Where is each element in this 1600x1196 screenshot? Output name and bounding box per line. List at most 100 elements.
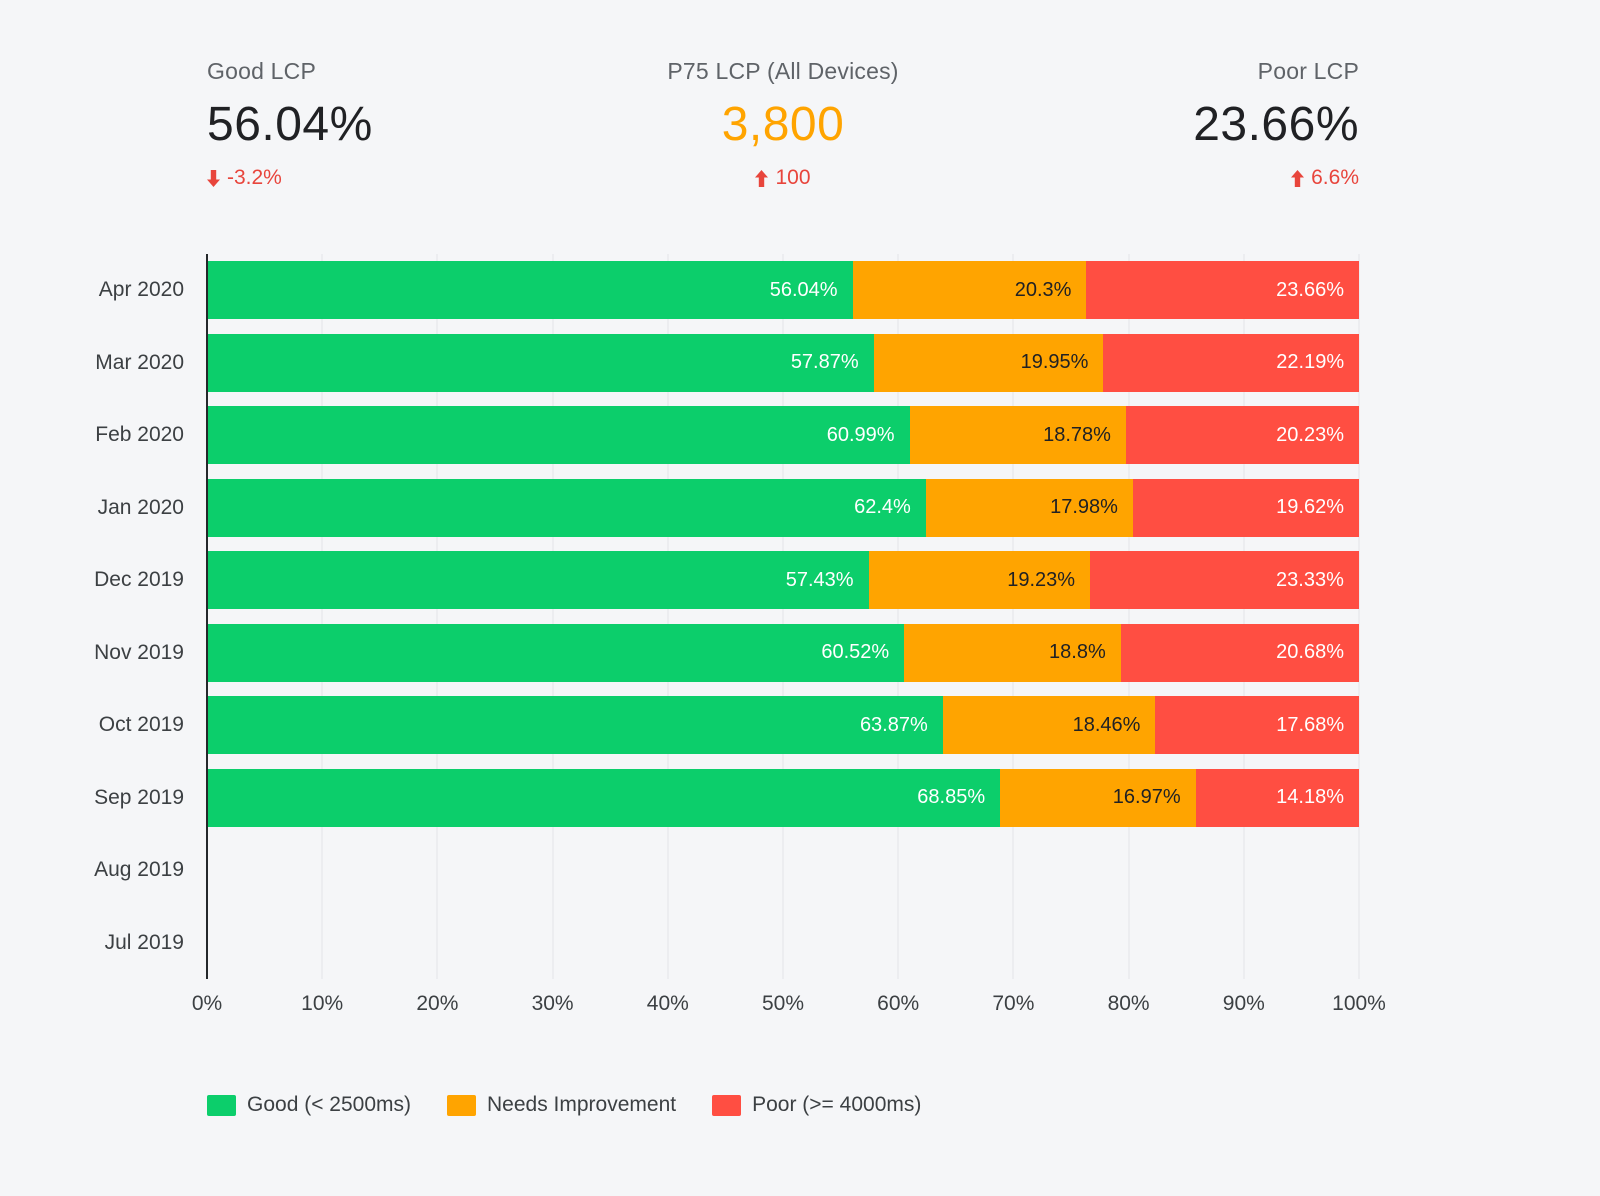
- category-label: Jan 2020: [97, 495, 184, 519]
- legend-label: Needs Improvement: [487, 1093, 677, 1116]
- bar-segment-poor: 20.23%: [1125, 406, 1359, 465]
- x-axis: 0% 10% 20% 30% 40% 50% 60% 70% 80% 90% 100%: [192, 979, 1386, 1025]
- bar-segment-poor: 23.33%: [1090, 551, 1359, 610]
- kpi-good-lcp-value: 56.04%: [207, 98, 373, 151]
- bar-segment-value: 60.99%: [826, 423, 895, 446]
- bar-segment-value: 19.95%: [1020, 351, 1089, 374]
- legend-item-good: Good (< 2500ms): [207, 1093, 411, 1117]
- bar-segment-value: 19.62%: [1276, 496, 1344, 519]
- bar-segment-poor: 14.18%: [1195, 768, 1359, 827]
- bar-segment-good: 57.87%: [207, 333, 874, 392]
- x-tick-label: 50%: [761, 992, 805, 1015]
- bar-segment-poor: 22.19%: [1103, 333, 1360, 392]
- bar-segment-value: 19.23%: [1007, 568, 1076, 591]
- legend-label: Poor (>= 4000ms): [752, 1093, 922, 1116]
- delta-up-icon: [755, 169, 769, 187]
- bar-segment-value: 22.19%: [1276, 351, 1345, 374]
- kpi-p75-lcp: P75 LCP (All Devices) 3,800 100: [667, 58, 898, 190]
- lcp-dashboard: Good LCP 56.04% -3.2% P75 LCP (All Devic…: [0, 58, 1600, 1117]
- bar-row: Dec 2019 57.43% 19.23% 23.33%: [0, 544, 1600, 617]
- bar-track: 62.4% 17.98% 19.62%: [207, 478, 1359, 537]
- legend: Good (< 2500ms) Needs Improvement Poor (>=…: [207, 1093, 1600, 1117]
- bar-segment-value: 20.23%: [1276, 423, 1344, 446]
- kpi-p75-lcp-label: P75 LCP (All Devices): [667, 58, 899, 84]
- kpi-good-lcp: Good LCP 56.04% -3.2%: [207, 58, 373, 190]
- x-tick-label: 70%: [992, 992, 1035, 1015]
- legend-swatch-needs-improvement: [447, 1094, 477, 1116]
- bar-segment-value: 18.8%: [1049, 641, 1106, 664]
- bar-row: Jul 2019: [0, 907, 1600, 980]
- category-label: Feb 2020: [95, 423, 184, 447]
- bar-track: 56.04% 20.3% 23.66%: [207, 261, 1359, 320]
- bar-segment-value: 18.78%: [1043, 423, 1111, 446]
- bar-segment-value: 68.85%: [917, 786, 986, 809]
- bar-track: 57.43% 19.23% 23.33%: [207, 551, 1359, 610]
- bar-segment-needs-improvement: 18.78%: [909, 406, 1126, 465]
- x-tick-label: 0%: [191, 992, 223, 1015]
- bar-row: Oct 2019 63.87% 18.46% 17.68%: [0, 689, 1600, 762]
- bar-segment-needs-improvement: 18.8%: [904, 623, 1121, 682]
- x-tick-label: 20%: [416, 992, 459, 1015]
- bar-segment-value: 57.87%: [790, 351, 859, 374]
- kpi-p75-lcp-delta-value: 100: [775, 166, 811, 189]
- bar-segment-value: 16.97%: [1112, 786, 1181, 809]
- bar-row: Nov 2019 60.52% 18.8% 20.68%: [0, 617, 1600, 690]
- bar-segment-value: 57.43%: [785, 568, 854, 591]
- bar-segment-needs-improvement: 16.97%: [1000, 768, 1196, 827]
- chart-rows: Apr 2020 56.04% 20.3% 23.66% Mar 2020 57.87% 1…: [0, 254, 1600, 979]
- bar-segment-good: 68.85%: [207, 768, 1001, 827]
- legend-item-needs-improvement: Needs Improvement: [447, 1093, 676, 1117]
- category-label: Dec 2019: [94, 568, 184, 592]
- bar-track: [207, 914, 1359, 972]
- bar-segment-good: 57.43%: [207, 551, 869, 610]
- legend-swatch-good: [207, 1094, 236, 1116]
- kpi-poor-lcp-delta-value: 6.6%: [1311, 166, 1359, 189]
- bar-segment-value: 17.68%: [1276, 713, 1345, 736]
- x-tick-label: 80%: [1107, 992, 1150, 1015]
- bar-track: 60.52% 18.8% 20.68%: [207, 623, 1359, 682]
- legend-swatch-poor: [712, 1094, 742, 1116]
- kpi-poor-lcp-value: 23.66%: [1193, 98, 1359, 151]
- bar-track: 63.87% 18.46% 17.68%: [207, 696, 1360, 755]
- x-tick-label: 40%: [646, 992, 689, 1015]
- bar-segment-needs-improvement: 20.3%: [852, 261, 1087, 320]
- bar-segment-value: 20.3%: [1014, 278, 1072, 301]
- category-label: Aug 2019: [94, 858, 184, 882]
- delta-down-icon: [207, 169, 220, 187]
- bar-segment-good: 63.87%: [207, 696, 943, 755]
- x-tick-label: 10%: [301, 992, 344, 1015]
- bar-row: Sep 2019 68.85% 16.97% 14.18%: [0, 762, 1600, 835]
- bar-segment-poor: 23.66%: [1086, 261, 1359, 320]
- bar-segment-good: 62.4%: [207, 478, 926, 537]
- bar-segment-value: 62.4%: [854, 496, 911, 519]
- delta-up-icon: [1291, 169, 1305, 187]
- category-label: Apr 2020: [98, 278, 184, 302]
- bar-segment-value: 14.18%: [1276, 786, 1344, 809]
- x-tick-label: 60%: [877, 992, 920, 1015]
- bar-track: 68.85% 16.97% 14.18%: [207, 768, 1359, 827]
- x-tick-label: 100%: [1332, 992, 1386, 1015]
- bar-segment-good: 56.04%: [207, 261, 853, 320]
- kpi-p75-lcp-delta: 100: [755, 166, 811, 190]
- bar-track: [207, 841, 1359, 899]
- category-label: Jul 2019: [104, 930, 184, 954]
- bar-segment-needs-improvement: 19.23%: [868, 551, 1091, 610]
- legend-item-poor: Poor (>= 4000ms): [712, 1093, 921, 1117]
- kpi-good-lcp-label: Good LCP: [207, 58, 316, 84]
- category-label: Mar 2020: [95, 350, 184, 374]
- bar-row: Jan 2020 62.4% 17.98% 19.62%: [0, 472, 1600, 545]
- bar-segment-value: 23.66%: [1276, 278, 1344, 301]
- bar-segment-needs-improvement: 19.95%: [873, 333, 1104, 392]
- kpi-row: Good LCP 56.04% -3.2% P75 LCP (All Devic…: [207, 58, 1359, 190]
- kpi-poor-lcp-delta: 6.6%: [1291, 166, 1359, 190]
- category-label: Sep 2019: [94, 785, 184, 809]
- bar-segment-value: 23.33%: [1276, 568, 1344, 591]
- bar-segment-value: 20.68%: [1276, 641, 1344, 664]
- kpi-poor-lcp: Poor LCP 23.66% 6.6%: [1193, 58, 1359, 190]
- kpi-good-lcp-delta-value: -3.2%: [227, 166, 282, 189]
- bar-segment-value: 63.87%: [859, 713, 928, 736]
- bar-segment-good: 60.52%: [207, 623, 905, 682]
- category-label: Nov 2019: [94, 640, 184, 664]
- kpi-poor-lcp-label: Poor LCP: [1257, 58, 1359, 84]
- bar-row: Aug 2019: [0, 834, 1600, 907]
